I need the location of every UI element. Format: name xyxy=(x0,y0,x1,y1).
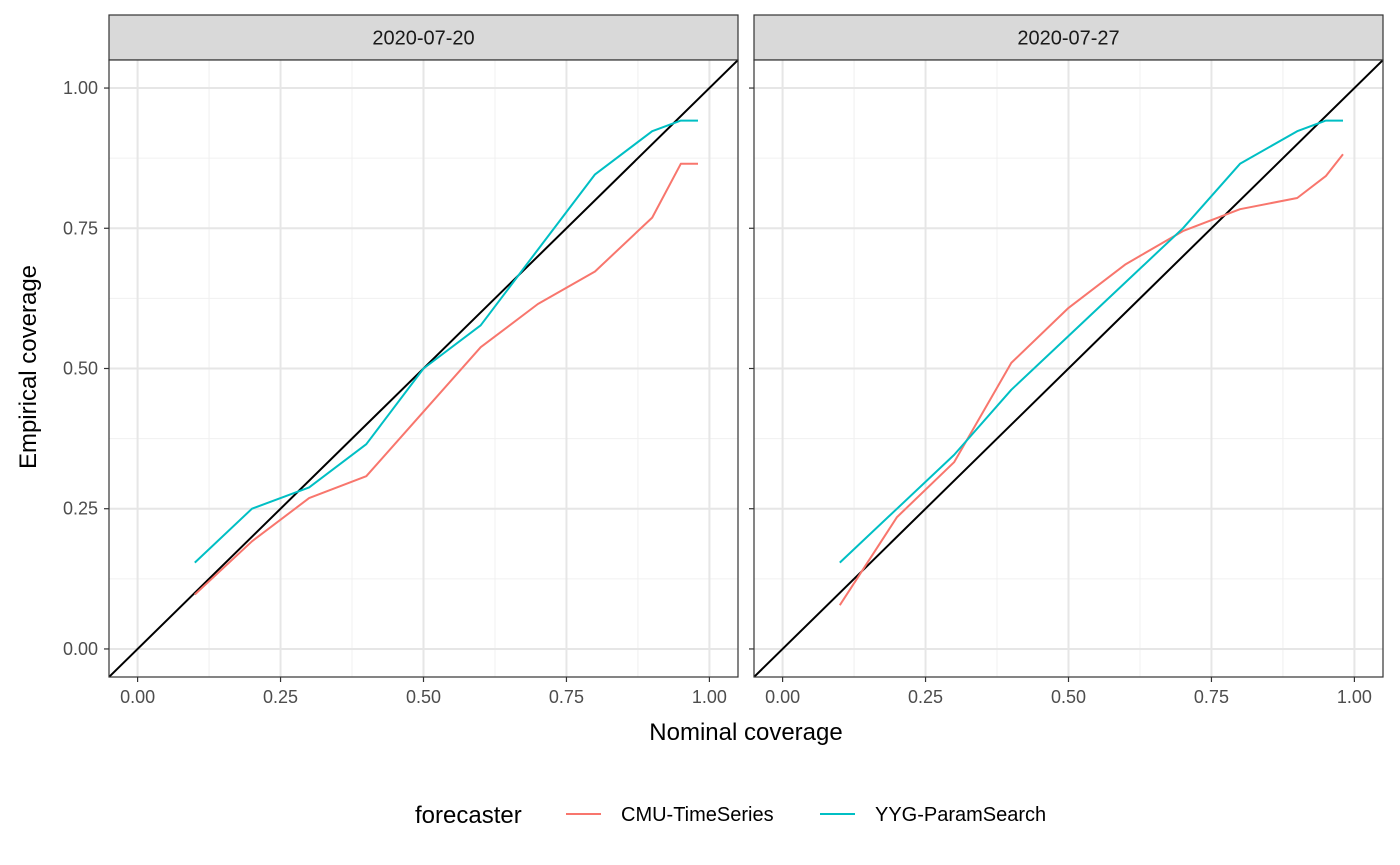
y-tick-label: 0.25 xyxy=(63,499,98,519)
facet-strip xyxy=(753,14,1384,61)
legend: forecaster CMU-TimeSeries YYG-ParamSearch xyxy=(415,802,1046,829)
x-tick-label: 0.00 xyxy=(120,687,155,707)
facet-strip-label: 2020-07-20 xyxy=(372,28,474,50)
x-tick-label: 0.75 xyxy=(1194,687,1229,707)
x-tick-label: 1.00 xyxy=(692,687,727,707)
x-tick-label: 0.25 xyxy=(263,687,298,707)
facet-strip xyxy=(108,14,739,61)
x-tick-label: 0.00 xyxy=(765,687,800,707)
y-axis-title: Empirical coverage xyxy=(15,265,42,469)
x-tick-label: 0.75 xyxy=(549,687,584,707)
y-tick-label: 1.00 xyxy=(63,78,98,98)
legend-label: YYG-ParamSearch xyxy=(875,804,1046,826)
x-axis-title: Nominal coverage xyxy=(649,719,842,746)
legend-title: forecaster xyxy=(415,802,522,829)
x-tick-label: 0.25 xyxy=(908,687,943,707)
legend-label: CMU-TimeSeries xyxy=(621,804,774,826)
panel-2020-07-20: 2020-07-20 0.00 0.25 0.50 0.75 1.00 0.00 0.25 0.… xyxy=(63,14,739,707)
y-tick-label: 0.75 xyxy=(63,218,98,238)
facet-strip-label: 2020-07-27 xyxy=(1017,28,1119,50)
x-tick-label: 0.50 xyxy=(1051,687,1086,707)
x-tick-label: 0.50 xyxy=(406,687,441,707)
facet-panels: 2020-07-20 0.00 0.25 0.50 0.75 1.00 0.00 0.25 0.… xyxy=(63,14,1384,707)
x-tick-label: 1.00 xyxy=(1337,687,1372,707)
series-line-cmu-timeseries xyxy=(838,153,1344,606)
y-tick-label: 0.50 xyxy=(63,359,98,379)
y-tick-label: 0.00 xyxy=(63,639,98,659)
gridlines xyxy=(109,60,738,677)
series-line-yyg-paramsearch xyxy=(839,119,1343,564)
legend-item-yyg-paramsearch: YYG-ParamSearch xyxy=(820,804,1046,826)
series-line-yyg-paramsearch xyxy=(194,119,698,564)
panel-2020-07-27: 2020-07-27 0.00 0.25 0.50 0.75 1.00 xyxy=(749,14,1384,707)
series-line-cmu-timeseries xyxy=(194,162,698,596)
legend-item-cmu-timeseries: CMU-TimeSeries xyxy=(566,804,774,826)
